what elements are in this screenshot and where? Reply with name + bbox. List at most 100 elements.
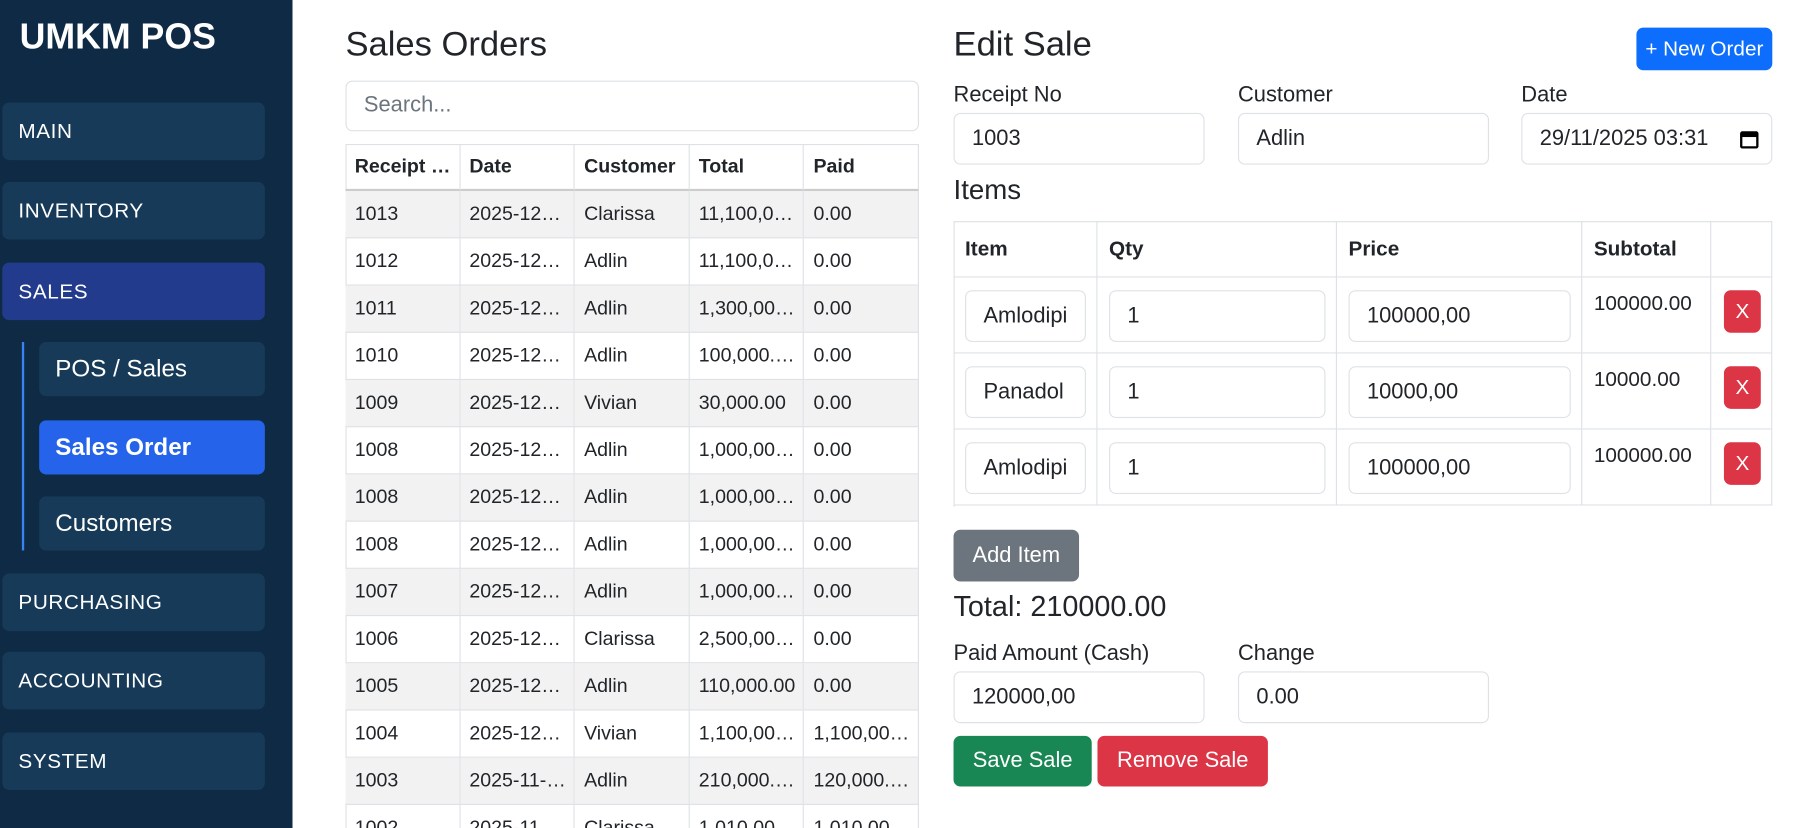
remove-item-button[interactable]: X xyxy=(1723,290,1761,333)
save-button[interactable]: Save Sale xyxy=(953,735,1092,787)
nav-item[interactable]: MAIN xyxy=(2,102,265,161)
table-cell[interactable]: 1009 xyxy=(345,380,461,428)
new-order-button[interactable]: + New Order xyxy=(1636,27,1773,71)
nav-item[interactable]: PURCHASING xyxy=(2,573,265,632)
table-cell[interactable]: 0.00 xyxy=(804,568,919,617)
table-cell[interactable]: Adlin xyxy=(574,285,690,333)
table-cell[interactable]: 0.00 xyxy=(804,616,919,664)
remove-item-button[interactable]: X xyxy=(1723,442,1761,485)
table-cell[interactable]: 2025-12… xyxy=(460,474,575,522)
table-cell[interactable]: 1,100,00… xyxy=(689,710,805,758)
item-input[interactable]: Amlodipi xyxy=(965,290,1086,343)
item-input[interactable]: Panadol xyxy=(965,366,1086,419)
table-cell[interactable]: 1,300,00… xyxy=(689,285,805,333)
submenu-item[interactable]: Customers xyxy=(39,496,265,551)
table-cell[interactable]: 100,000.… xyxy=(689,332,805,381)
add-item-button[interactable]: Add Item xyxy=(953,529,1080,582)
item-input[interactable]: 1 xyxy=(1108,366,1326,419)
item-input[interactable]: 10000,00 xyxy=(1348,366,1571,419)
table-cell[interactable]: 2025-12… xyxy=(460,568,575,617)
nav-item[interactable]: ACCOUNTING xyxy=(2,651,265,710)
item-input[interactable]: 1 xyxy=(1108,290,1326,343)
table-cell[interactable]: 110,000.00 xyxy=(689,663,805,711)
nav-item[interactable]: INVENTORY xyxy=(2,181,265,240)
calendar-icon[interactable] xyxy=(1739,129,1760,150)
table-cell[interactable]: 0.00 xyxy=(804,238,919,286)
table-cell[interactable]: 1,000,00… xyxy=(689,427,805,475)
submenu-item[interactable]: POS / Sales xyxy=(39,342,265,397)
table-cell[interactable]: 0.00 xyxy=(804,663,919,711)
table-cell[interactable]: 1011 xyxy=(345,285,461,333)
table-cell[interactable]: 1002 xyxy=(345,804,461,828)
table-cell[interactable]: Adlin xyxy=(574,427,690,475)
table-cell[interactable]: 1004 xyxy=(345,710,461,758)
table-cell[interactable]: 2,500,00… xyxy=(689,616,805,664)
table-cell[interactable]: 120,000.… xyxy=(804,757,919,805)
table-cell[interactable]: Adlin xyxy=(574,757,690,805)
table-cell[interactable]: 0.00 xyxy=(804,191,919,239)
remove-item-button[interactable]: X xyxy=(1723,366,1761,409)
table-cell[interactable]: Clarissa xyxy=(575,804,690,828)
table-cell[interactable]: 11,100,0… xyxy=(689,191,805,239)
table-cell[interactable]: 1,000,00… xyxy=(689,521,805,569)
table-cell[interactable]: 1,010,00… xyxy=(804,804,919,828)
table-cell[interactable]: 1013 xyxy=(345,191,461,239)
table-cell[interactable]: 0.00 xyxy=(804,427,919,475)
search[interactable]: Search... xyxy=(345,80,919,132)
field-input[interactable]: 1003 xyxy=(953,112,1205,165)
table-cell[interactable]: 0.00 xyxy=(804,380,919,428)
table-cell[interactable]: 0.00 xyxy=(804,474,919,522)
table-cell[interactable]: 2025-12… xyxy=(460,521,575,569)
table-cell[interactable]: 2025-11-… xyxy=(460,757,575,805)
table-cell[interactable]: 1010 xyxy=(345,332,461,381)
table-cell[interactable]: 1008 xyxy=(345,474,461,522)
table-cell[interactable]: 0.00 xyxy=(804,521,919,569)
item-input[interactable]: 100000,00 xyxy=(1348,290,1571,343)
table-cell[interactable]: 1012 xyxy=(345,238,461,286)
table-cell[interactable]: 1005 xyxy=(345,663,461,711)
table-cell[interactable]: Clarissa xyxy=(574,616,690,664)
table-cell[interactable]: 0.00 xyxy=(804,285,919,333)
table-cell[interactable]: 1007 xyxy=(345,568,461,617)
table-cell[interactable]: 1,000,00… xyxy=(689,474,805,522)
remove-button[interactable]: Remove Sale xyxy=(1097,735,1268,787)
table-cell[interactable]: 0.00 xyxy=(804,332,919,381)
table-cell[interactable]: Adlin xyxy=(574,521,690,569)
table-cell[interactable]: 1,010,00… xyxy=(690,804,805,828)
table-cell[interactable]: 1008 xyxy=(345,427,461,475)
table-cell[interactable]: Vivian xyxy=(574,380,690,428)
table-cell[interactable]: 1,000,00… xyxy=(689,568,805,617)
table-cell[interactable]: 2025-12… xyxy=(460,285,575,333)
table-cell[interactable]: Clarissa xyxy=(574,191,690,239)
table-cell[interactable]: Adlin xyxy=(574,332,690,381)
table-cell[interactable]: 2025-12… xyxy=(460,710,575,758)
table-cell[interactable]: 1008 xyxy=(345,521,461,569)
change-input[interactable]: 0.00 xyxy=(1237,671,1490,724)
paid-input[interactable]: 120000,00 xyxy=(953,671,1205,724)
nav-item[interactable]: SYSTEM xyxy=(2,732,265,790)
item-input[interactable]: 1 xyxy=(1108,442,1326,495)
table-cell[interactable]: 2025-11… xyxy=(460,804,575,828)
table-cell[interactable]: 1006 xyxy=(345,616,461,664)
table-cell[interactable]: 1003 xyxy=(345,757,461,805)
table-cell[interactable]: 210,000.… xyxy=(689,757,805,805)
item-input[interactable]: Amlodipi xyxy=(965,442,1086,495)
table-cell[interactable]: 2025-12… xyxy=(460,191,575,239)
table-cell[interactable]: Adlin xyxy=(574,663,690,711)
submenu-item[interactable]: Sales Order xyxy=(39,420,265,475)
table-cell[interactable]: 11,100,0… xyxy=(689,238,805,286)
item-input[interactable]: 100000,00 xyxy=(1348,442,1571,495)
table-cell[interactable]: Adlin xyxy=(574,238,690,286)
table-cell[interactable]: 30,000.00 xyxy=(689,380,805,428)
table-cell[interactable]: Adlin xyxy=(574,568,690,617)
field-input[interactable]: 29/11/2025 03:31 xyxy=(1521,112,1773,165)
field-input[interactable]: Adlin xyxy=(1237,112,1490,165)
nav-item[interactable]: SALES xyxy=(2,262,265,321)
table-cell[interactable]: 2025-12… xyxy=(460,663,575,711)
table-cell[interactable]: 2025-12… xyxy=(460,616,575,664)
table-cell[interactable]: 2025-12… xyxy=(460,332,575,381)
table-cell[interactable]: Vivian xyxy=(574,710,690,758)
table-cell[interactable]: 1,100,00… xyxy=(804,710,919,758)
table-cell[interactable]: 2025-12… xyxy=(460,238,575,286)
table-cell[interactable]: Adlin xyxy=(574,474,690,522)
